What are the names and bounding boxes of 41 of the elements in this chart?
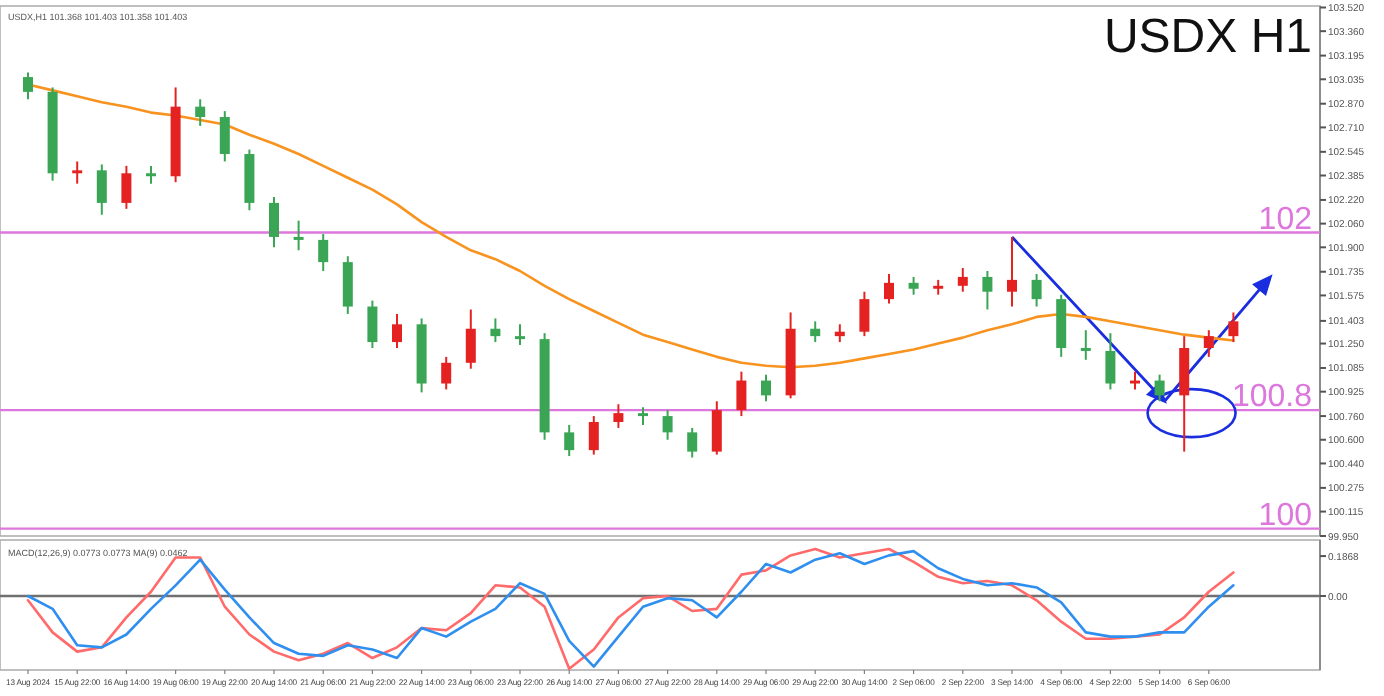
candlestick [367,299,378,349]
candlestick [1203,329,1214,358]
candlestick [1105,332,1116,391]
candlestick [957,267,968,293]
candlestick [465,308,476,370]
candlestick [884,272,894,305]
candlestick [96,163,107,216]
candlestick [269,195,279,249]
candlestick [859,290,870,338]
candlestick [662,409,673,441]
ref-line-label: 100.8 [1231,380,1313,415]
candlestick [564,423,575,458]
candlestick [588,415,599,456]
candlestick [293,219,304,252]
candlestick [195,98,206,127]
candlestick [121,164,132,210]
candlestick [1228,311,1239,344]
candlestick [711,400,722,456]
candlestick [613,403,624,429]
candlestick [318,232,329,272]
candlestick [761,373,771,403]
chart-title: USDX H1 [1103,10,1312,64]
candlestick [1154,373,1165,403]
candlestick [1080,329,1091,361]
candlestick [342,255,353,315]
candlestick [736,370,747,418]
candlestick [982,270,993,311]
candlestick [392,312,402,349]
candlestick [490,317,501,344]
candlestick [72,160,83,185]
candlestick [219,110,230,163]
candlestick [810,320,821,344]
ref-line-label: 102 [1258,202,1313,237]
candlestick [687,426,698,459]
candlestick [1179,335,1190,453]
candlestick [1031,272,1042,308]
candlestick [441,355,452,391]
candlestick [23,71,33,101]
candlestick [515,323,525,347]
candlestick [1007,235,1017,308]
ref-line-label: 100 [1258,498,1313,533]
